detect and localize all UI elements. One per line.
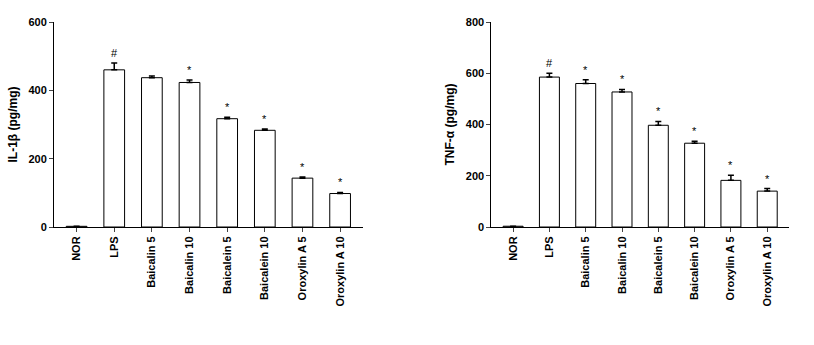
svg-text:*: * <box>338 176 343 188</box>
svg-text:Baicalein 10: Baicalein 10 <box>688 236 700 300</box>
svg-text:#: # <box>546 57 553 69</box>
svg-text:*: * <box>262 113 267 125</box>
svg-text:*: * <box>765 173 770 185</box>
svg-text:TNF-α (pg/mg): TNF-α (pg/mg) <box>443 83 457 165</box>
svg-text:Oroxylin A 10: Oroxylin A 10 <box>334 236 346 306</box>
svg-text:Baicalin 10: Baicalin 10 <box>183 236 195 293</box>
svg-text:600: 600 <box>28 16 46 28</box>
svg-text:LPS: LPS <box>543 236 555 257</box>
svg-text:Oroxylin A 5: Oroxylin A 5 <box>296 236 308 300</box>
svg-text:*: * <box>692 125 697 137</box>
svg-text:800: 800 <box>466 16 484 28</box>
svg-text:Baicalin 10: Baicalin 10 <box>616 236 628 293</box>
svg-text:*: * <box>728 159 733 171</box>
svg-text:Baicalein 5: Baicalein 5 <box>221 236 233 293</box>
svg-text:Baicalin 5: Baicalin 5 <box>145 236 157 287</box>
svg-text:NOR: NOR <box>507 236 519 261</box>
svg-text:600: 600 <box>466 67 484 79</box>
svg-text:#: # <box>111 47 118 59</box>
svg-text:*: * <box>656 105 661 117</box>
svg-text:NOR: NOR <box>70 236 82 261</box>
svg-text:0: 0 <box>478 221 484 233</box>
svg-text:400: 400 <box>466 118 484 130</box>
svg-text:Baicalein 5: Baicalein 5 <box>652 236 664 293</box>
svg-text:*: * <box>583 64 588 76</box>
svg-text:*: * <box>620 73 625 85</box>
svg-text:Oroxylin A 10: Oroxylin A 10 <box>761 236 773 306</box>
svg-text:Baicalin 5: Baicalin 5 <box>579 236 591 287</box>
svg-text:200: 200 <box>28 153 46 165</box>
svg-text:200: 200 <box>466 170 484 182</box>
svg-text:LPS: LPS <box>108 236 120 257</box>
svg-text:*: * <box>300 161 305 173</box>
svg-text:Oroxylin A 5: Oroxylin A 5 <box>724 236 736 300</box>
svg-text:0: 0 <box>41 221 47 233</box>
svg-text:Baicalein 10: Baicalein 10 <box>258 236 270 300</box>
svg-text:IL-1β (pg/mg): IL-1β (pg/mg) <box>6 87 20 163</box>
svg-text:*: * <box>187 64 192 76</box>
svg-text:*: * <box>225 101 230 113</box>
svg-text:400: 400 <box>28 84 46 96</box>
